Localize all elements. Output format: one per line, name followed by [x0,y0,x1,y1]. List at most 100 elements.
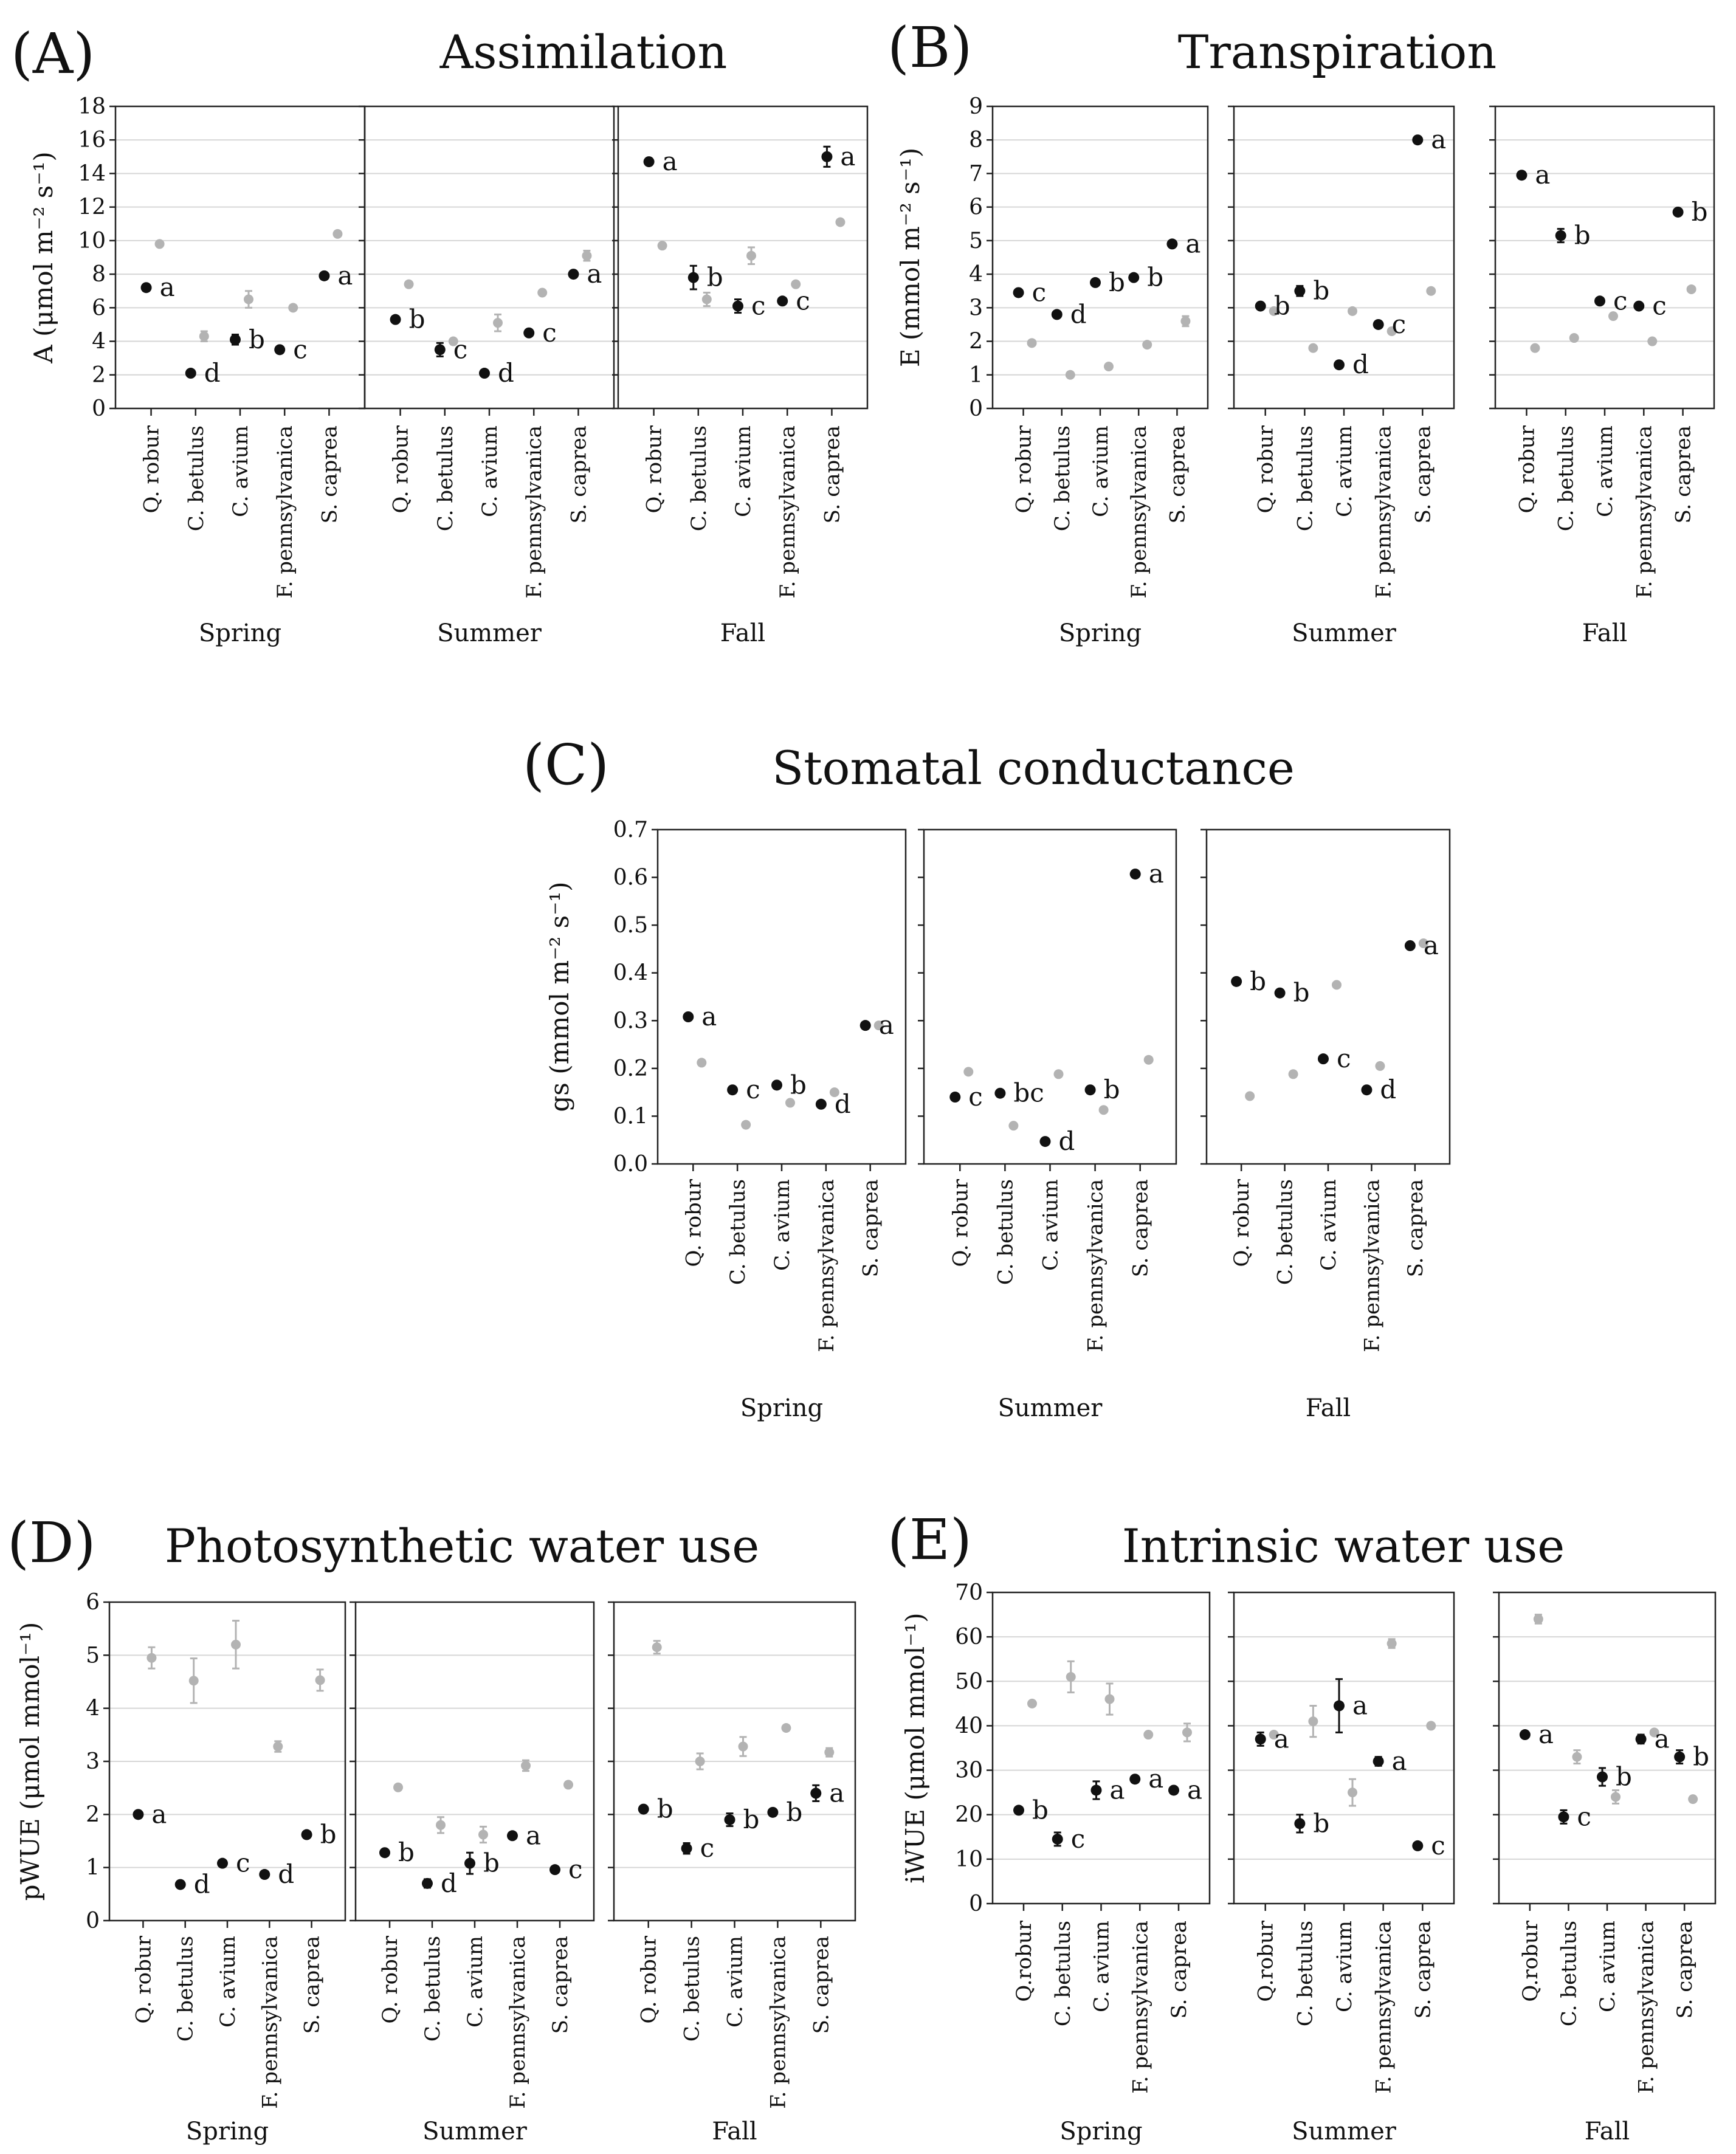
facet-spring: 0 2 4 6 8 10 12 14 16 18 Q. robur C. betulus C. aviu… [78,94,366,647]
significance-letter: b [790,1070,807,1099]
y-tick-label: 2 [92,363,106,388]
comparison-point [824,1747,835,1758]
significance-letter: c [1032,277,1047,307]
season-label: Spring [186,2118,269,2145]
panel-title: Stomatal conductance [772,741,1295,795]
comparison-point [1649,1727,1659,1738]
comparison-point [829,1087,839,1098]
highlight-point [1412,134,1424,146]
comparison-point [1269,1730,1279,1740]
significance-letter: a [840,142,855,171]
highlight-point [1255,1733,1266,1745]
significance-letter: a [1110,1775,1125,1805]
x-tick-label: C. avium [723,1936,748,2028]
highlight-point [1129,1774,1141,1785]
x-tick-label: C. betulus [1050,425,1075,531]
highlight-point [185,368,196,379]
significance-letter: b [1574,221,1591,250]
comparison-point [652,1642,662,1653]
plot-frame [991,105,1209,410]
panel-4: (E) Intrinsic water use iWUE (μmol mmol⁻¹)… [887,1507,1717,2145]
highlight-point [1129,869,1141,880]
significance-letter: b [483,1848,500,1878]
x-tick-label: S. caprea [300,1936,325,2034]
comparison-point [1143,1055,1154,1065]
significance-letter: d [1070,299,1087,329]
x-tick-label: C. betulus [433,425,458,531]
panel-0: (A) Assimilation A (μmol m⁻² s⁻¹) 0 2 4 6 8 10 12… [11,21,869,647]
plot-frame [991,1591,1211,1905]
season-label: Fall [712,2118,757,2145]
significance-letter: a [1187,1775,1202,1805]
panel-1: (B) Transpiration E (mmol m⁻² s⁻¹) 0 1 2 3 4 5 6 7… [887,15,1715,647]
plot-frame [114,105,366,410]
significance-letter: a [526,1820,541,1850]
comparison-point [521,1760,531,1770]
significance-letter: b [1250,966,1266,996]
significance-letter: a [1352,1691,1368,1721]
x-tick-label: C. avium [1089,425,1113,517]
comparison-point [1008,1121,1019,1131]
x-tick-label: C. avium [1332,1921,1357,2012]
y-tick-label: 20 [955,1803,983,1828]
comparison-point [1375,1061,1385,1071]
y-axis-label: iWUE (μmol mmol⁻¹) [900,1612,930,1883]
y-tick-label: 0.2 [613,1056,648,1081]
highlight-point [1597,1771,1608,1783]
x-tick-label: C. avium [1596,1921,1620,2012]
x-tick-label: C. betulus [421,1936,445,2042]
highlight-point [174,1879,186,1890]
comparison-point [1269,306,1279,316]
y-tick-label: 6 [969,195,983,220]
highlight-point [732,300,743,312]
x-tick-label: Q.robur [1254,1920,1278,2001]
significance-letter: c [746,1075,760,1104]
facet-fall: Q. robur C. betulus C. avium F. pennsylvani… [1489,105,1715,647]
x-tick-label: C. avium [1593,425,1617,517]
significance-letter: bc [1013,1078,1044,1108]
y-tick-label: 10 [78,229,106,253]
y-axis-label: gs (mmol m⁻² s⁻¹) [545,881,574,1112]
panel-label: (A) [11,21,95,86]
facet-summer: Q. robur C. betulus C. avium F. pennsylvani… [918,828,1177,1422]
y-tick-label: 1 [86,1856,100,1880]
significance-letter: d [1059,1126,1075,1156]
comparison-point [1308,1716,1318,1727]
season-label: Spring [199,619,281,647]
x-tick-label: Q.robur [1518,1920,1543,2001]
significance-letter: b [1104,1075,1120,1104]
highlight-point [1555,230,1566,241]
y-tick-label: 5 [86,1643,100,1668]
significance-letter: b [707,263,723,292]
highlight-point [230,334,241,345]
highlight-point [133,1809,144,1820]
plot-frame [923,828,1177,1165]
y-tick-label: 7 [969,161,983,186]
x-tick-label: S. caprea [548,1936,573,2034]
significance-letter: a [829,1778,844,1808]
significance-letter: a [1655,1724,1670,1753]
significance-letter: c [236,1848,250,1878]
comparison-point [231,1639,241,1650]
y-tick-label: 2 [86,1802,100,1827]
highlight-point [1373,1755,1384,1767]
season-label: Spring [740,1394,823,1422]
x-tick-label: Q. robur [1515,425,1539,513]
comparison-point [1386,326,1397,336]
y-tick-label: 14 [78,161,106,186]
highlight-point [1128,272,1140,283]
comparison-point [1288,1069,1298,1079]
y-tick-label: 0.1 [613,1104,648,1129]
comparison-point [746,250,756,261]
significance-letter: d [1352,349,1369,379]
comparison-point [1332,980,1342,990]
significance-letter: a [151,1799,167,1829]
significance-letter: d [835,1089,851,1119]
significance-letter: c [700,1833,715,1863]
facet-fall: Q. robur C. betulus C. avium F. pennsylvani… [612,105,869,647]
y-tick-label: 18 [78,94,106,119]
x-tick-label: F. pennsylvanica [766,1936,790,2109]
highlight-point [217,1857,228,1869]
significance-letter: d [194,1870,210,1899]
comparison-point [873,1020,884,1031]
